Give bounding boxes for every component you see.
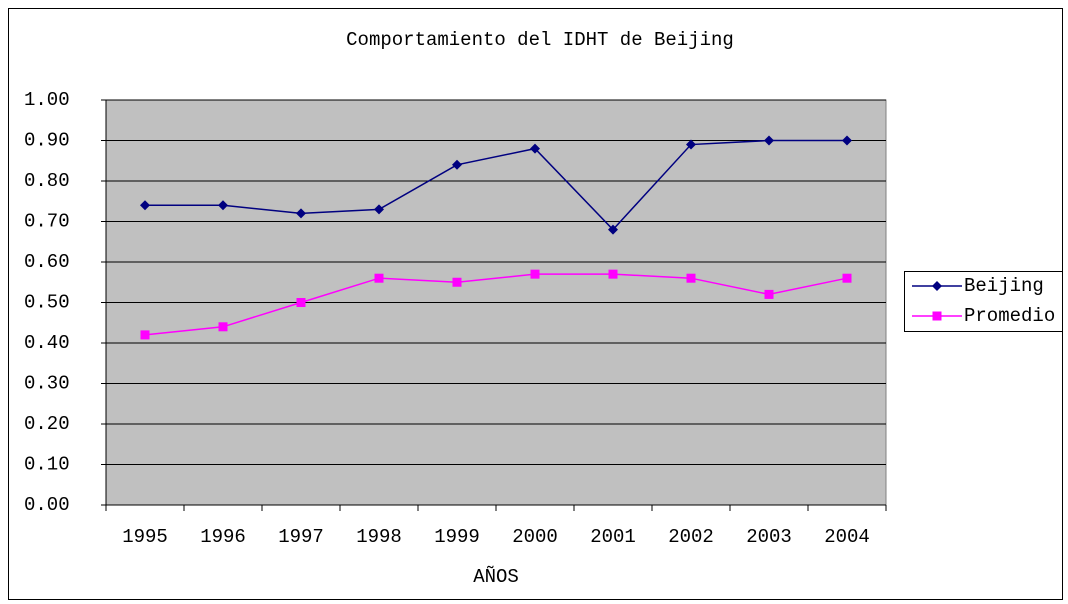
y-tick-label: 0.90 [24, 130, 70, 152]
data-point [218, 322, 228, 332]
data-point [530, 269, 540, 279]
y-tick-label: 0.10 [24, 454, 70, 476]
data-point [140, 200, 150, 211]
data-point [452, 277, 462, 287]
x-tick-label: 2000 [512, 526, 558, 548]
y-tick-label: 0.70 [24, 211, 70, 233]
legend-marker [932, 311, 942, 321]
data-point [686, 273, 696, 283]
y-tick-label: 1.00 [24, 89, 70, 111]
x-tick-label: 2003 [746, 526, 792, 548]
x-tick-label: 2001 [590, 526, 636, 548]
x-tick-label: 1997 [278, 526, 324, 548]
data-point [842, 273, 852, 283]
series-line [145, 139, 847, 231]
data-point [452, 159, 462, 170]
data-point [140, 330, 150, 340]
data-point [842, 135, 852, 146]
data-point [608, 269, 618, 279]
chart-title: Comportamiento del IDHT de Beijing [346, 29, 734, 51]
x-tick-label: 1996 [200, 526, 246, 548]
legend-marker [932, 281, 942, 291]
data-point [530, 143, 540, 154]
data-point [764, 135, 774, 146]
y-tick-label: 0.00 [24, 494, 70, 516]
legend-label: Beijing [964, 275, 1044, 297]
y-tick-label: 0.60 [24, 251, 70, 273]
data-point [296, 208, 306, 219]
legend [904, 271, 1063, 332]
x-tick-label: 1998 [356, 526, 402, 548]
y-tick-label: 0.80 [24, 170, 70, 192]
y-tick-label: 0.30 [24, 373, 70, 395]
x-tick-label: 2004 [824, 526, 870, 548]
data-point [686, 139, 696, 150]
x-tick-label: 1999 [434, 526, 480, 548]
data-point [218, 200, 228, 211]
x-tick-label: 2002 [668, 526, 714, 548]
series-line [144, 273, 848, 336]
y-tick-label: 0.50 [24, 292, 70, 314]
data-point [764, 289, 774, 299]
data-point [296, 298, 306, 307]
data-point [374, 273, 384, 283]
y-tick-label: 0.40 [24, 332, 70, 354]
x-tick-label: 1995 [122, 526, 168, 548]
y-tick-label: 0.20 [24, 413, 70, 435]
data-point [374, 204, 384, 215]
data-point [608, 224, 618, 235]
legend-label: Promedio [964, 305, 1055, 327]
x-axis-label: AÑOS [473, 566, 519, 588]
